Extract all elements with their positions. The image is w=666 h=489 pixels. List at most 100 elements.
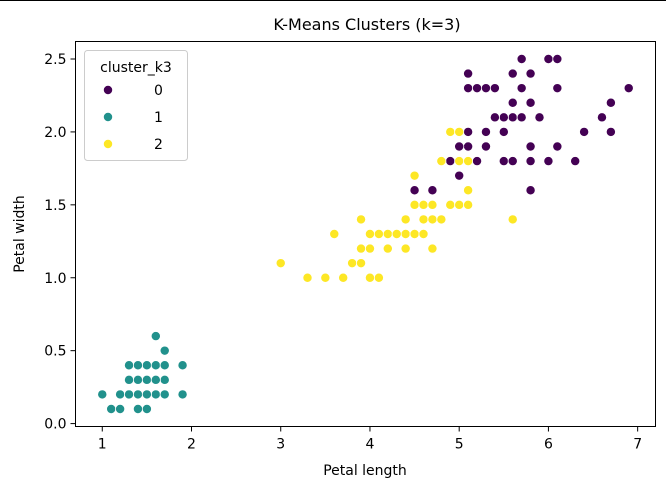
data-point-cluster-2 — [418, 229, 429, 239]
axis-ticks: 1 2 3 4 5 6 7 0.0 0.5 1.0 1.5 2.0 2.5 — [44, 52, 642, 453]
data-point-cluster-2 — [356, 258, 367, 269]
data-point-cluster-2 — [275, 258, 286, 269]
data-point-cluster-2 — [507, 214, 518, 225]
data-point-cluster-0 — [605, 126, 616, 137]
data-point-cluster-2 — [320, 272, 331, 283]
data-point-cluster-2 — [338, 272, 349, 283]
y-tick-label: 1.0 — [44, 271, 66, 287]
data-point-cluster-0 — [480, 141, 491, 152]
data-point-cluster-2 — [356, 243, 367, 254]
data-point-cluster-2 — [463, 185, 474, 196]
data-point-cluster-2 — [391, 229, 402, 239]
data-point-cluster-2 — [409, 229, 420, 239]
data-point-cluster-0 — [463, 83, 474, 94]
data-point-cluster-0 — [472, 83, 483, 94]
data-point-cluster-1 — [159, 360, 170, 371]
data-point-cluster-0 — [516, 83, 527, 94]
data-point-cluster-0 — [480, 126, 491, 137]
data-point-cluster-2 — [454, 126, 465, 137]
data-point-cluster-0 — [552, 54, 563, 64]
y-tick-label: 1.5 — [44, 198, 66, 214]
data-point-cluster-0 — [525, 97, 536, 108]
data-point-cluster-1 — [159, 345, 170, 356]
data-point-cluster-2 — [418, 214, 429, 225]
data-point-cluster-2 — [418, 199, 429, 210]
data-point-cluster-0 — [409, 185, 420, 196]
data-point-cluster-1 — [106, 404, 117, 414]
data-point-cluster-0 — [489, 83, 500, 94]
legend-title: cluster_k3 — [100, 60, 172, 76]
y-tick-label: 2.0 — [44, 125, 66, 141]
legend-marker-0 — [103, 85, 113, 95]
data-point-cluster-0 — [507, 97, 518, 108]
data-point-cluster-2 — [436, 214, 447, 225]
data-point-cluster-0 — [507, 112, 518, 123]
data-point-cluster-1 — [124, 360, 135, 371]
data-point-cluster-0 — [454, 141, 465, 152]
data-point-cluster-0 — [552, 141, 563, 152]
data-point-cluster-0 — [525, 68, 536, 79]
data-point-cluster-1 — [159, 389, 170, 400]
data-point-cluster-2 — [347, 258, 358, 269]
data-point-cluster-1 — [177, 389, 188, 400]
data-point-cluster-0 — [570, 156, 581, 167]
data-point-cluster-0 — [623, 83, 634, 94]
x-tick-label: 6 — [544, 437, 553, 453]
data-point-cluster-0 — [543, 156, 554, 167]
data-point-cluster-0 — [463, 126, 474, 137]
data-point-cluster-1 — [150, 374, 161, 385]
x-tick-label: 4 — [366, 437, 375, 453]
data-point-cluster-0 — [498, 126, 509, 137]
x-axis-label: Petal length — [323, 463, 407, 479]
data-point-cluster-1 — [124, 389, 135, 400]
data-point-cluster-0 — [472, 156, 483, 167]
data-point-cluster-2 — [427, 243, 438, 254]
y-tick-label: 2.5 — [44, 52, 66, 68]
y-tick-label: 0.0 — [44, 417, 66, 433]
data-point-cluster-0 — [534, 112, 545, 123]
data-point-cluster-0 — [480, 83, 491, 94]
y-tick-label: 0.5 — [44, 344, 66, 360]
data-point-cluster-1 — [159, 374, 170, 385]
data-point-cluster-2 — [454, 156, 465, 167]
data-point-cluster-2 — [436, 156, 447, 167]
data-point-cluster-1 — [150, 360, 161, 371]
data-point-cluster-2 — [445, 126, 456, 137]
data-point-cluster-2 — [400, 229, 411, 239]
data-point-cluster-0 — [525, 156, 536, 167]
data-point-cluster-0 — [454, 170, 465, 181]
data-point-cluster-0 — [507, 156, 518, 167]
data-point-cluster-1 — [115, 404, 126, 414]
data-point-cluster-0 — [516, 112, 527, 123]
data-point-cluster-1 — [141, 360, 152, 371]
data-point-cluster-0 — [463, 141, 474, 152]
data-point-cluster-2 — [329, 229, 340, 239]
x-tick-label: 2 — [187, 437, 196, 453]
data-point-cluster-2 — [463, 199, 474, 210]
data-point-cluster-1 — [177, 360, 188, 371]
legend-marker-2 — [103, 139, 113, 149]
data-point-cluster-2 — [364, 229, 375, 239]
data-point-cluster-0 — [445, 156, 456, 167]
x-tick-label: 3 — [276, 437, 285, 453]
data-point-cluster-2 — [409, 170, 420, 181]
chart-title: K-Means Clusters (k=3) — [273, 15, 460, 34]
data-point-cluster-1 — [132, 404, 143, 414]
legend-marker-1 — [103, 112, 113, 122]
data-point-cluster-0 — [596, 112, 607, 123]
data-point-cluster-2 — [382, 229, 393, 239]
legend-label-2: 2 — [154, 137, 163, 153]
data-point-cluster-0 — [552, 83, 563, 94]
legend: cluster_k3 0 1 2 — [84, 50, 188, 161]
data-point-cluster-1 — [132, 360, 143, 371]
data-point-cluster-2 — [445, 199, 456, 210]
data-point-cluster-0 — [489, 112, 500, 123]
plot-frame — [75, 41, 656, 427]
data-point-cluster-2 — [382, 243, 393, 254]
x-tick-label: 1 — [98, 437, 107, 453]
data-point-cluster-1 — [150, 331, 161, 342]
data-point-cluster-1 — [97, 389, 108, 400]
data-point-cluster-2 — [373, 229, 384, 239]
data-point-cluster-2 — [427, 199, 438, 210]
